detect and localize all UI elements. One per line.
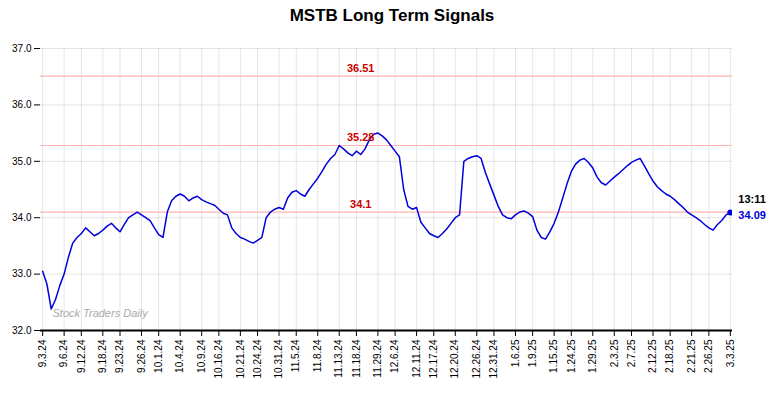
svg-text:10.4.24: 10.4.24 <box>174 339 185 373</box>
svg-text:1.9.25: 1.9.25 <box>527 339 538 367</box>
svg-text:34.1: 34.1 <box>350 198 371 210</box>
svg-text:10.9.24: 10.9.24 <box>196 339 207 373</box>
svg-text:2.12.25: 2.12.25 <box>647 339 658 373</box>
svg-text:2.7.25: 2.7.25 <box>626 339 637 367</box>
svg-text:13:11: 13:11 <box>738 193 766 205</box>
svg-text:10.21.24: 10.21.24 <box>235 339 246 378</box>
svg-text:2.3.25: 2.3.25 <box>609 339 620 367</box>
svg-text:12.17.24: 12.17.24 <box>428 339 439 378</box>
svg-text:11.18.24: 11.18.24 <box>351 339 362 378</box>
svg-text:11.5.24: 11.5.24 <box>290 339 301 372</box>
svg-text:9.23.24: 9.23.24 <box>114 339 125 373</box>
svg-text:10.1.24: 10.1.24 <box>153 339 164 373</box>
svg-text:12.11.24: 12.11.24 <box>411 339 422 378</box>
html-text:MSTB Long Term Signals: MSTB Long Term Signals <box>289 6 495 25</box>
svg-text:11.29.24: 11.29.24 <box>372 339 383 378</box>
svg-text:1.24.25: 1.24.25 <box>566 339 577 373</box>
svg-text:9.26.24: 9.26.24 <box>136 339 147 373</box>
svg-text:12.26.24: 12.26.24 <box>471 339 482 378</box>
svg-text:10.24.24: 10.24.24 <box>252 339 263 378</box>
svg-text:1.29.25: 1.29.25 <box>587 339 598 373</box>
svg-text:2.21.25: 2.21.25 <box>686 339 697 373</box>
svg-text:32.0: 32.0 <box>12 325 32 336</box>
svg-text:9.6.24: 9.6.24 <box>58 339 69 367</box>
svg-text:2.18.25: 2.18.25 <box>664 339 675 373</box>
svg-text:35.0: 35.0 <box>12 156 32 167</box>
svg-text:35.28: 35.28 <box>347 131 375 143</box>
svg-text:1.15.25: 1.15.25 <box>548 339 559 373</box>
svg-text:37.0: 37.0 <box>12 43 32 54</box>
svg-text:3.3.25: 3.3.25 <box>725 339 736 367</box>
svg-text:12.6.24: 12.6.24 <box>389 339 400 373</box>
svg-text:9.18.24: 9.18.24 <box>97 339 108 373</box>
svg-text:10.31.24: 10.31.24 <box>273 339 284 378</box>
svg-text:9.12.24: 9.12.24 <box>76 339 87 373</box>
svg-text:36.51: 36.51 <box>347 62 375 74</box>
svg-text:11.13.24: 11.13.24 <box>333 339 344 378</box>
svg-text:1.6.25: 1.6.25 <box>510 339 521 367</box>
svg-text:Stock Traders Daily: Stock Traders Daily <box>53 307 150 319</box>
svg-text:12.20.24: 12.20.24 <box>449 339 460 378</box>
svg-text:10.16.24: 10.16.24 <box>213 339 224 378</box>
svg-text:12.31.24: 12.31.24 <box>488 339 499 378</box>
svg-text:11.8.24: 11.8.24 <box>312 339 323 372</box>
svg-text:33.0: 33.0 <box>12 268 32 279</box>
svg-text:9.3.24: 9.3.24 <box>37 339 48 367</box>
svg-text:34.09: 34.09 <box>738 209 766 221</box>
svg-text:34.0: 34.0 <box>12 212 32 223</box>
svg-text:36.0: 36.0 <box>12 99 32 110</box>
svg-text:2.26.25: 2.26.25 <box>703 339 714 373</box>
